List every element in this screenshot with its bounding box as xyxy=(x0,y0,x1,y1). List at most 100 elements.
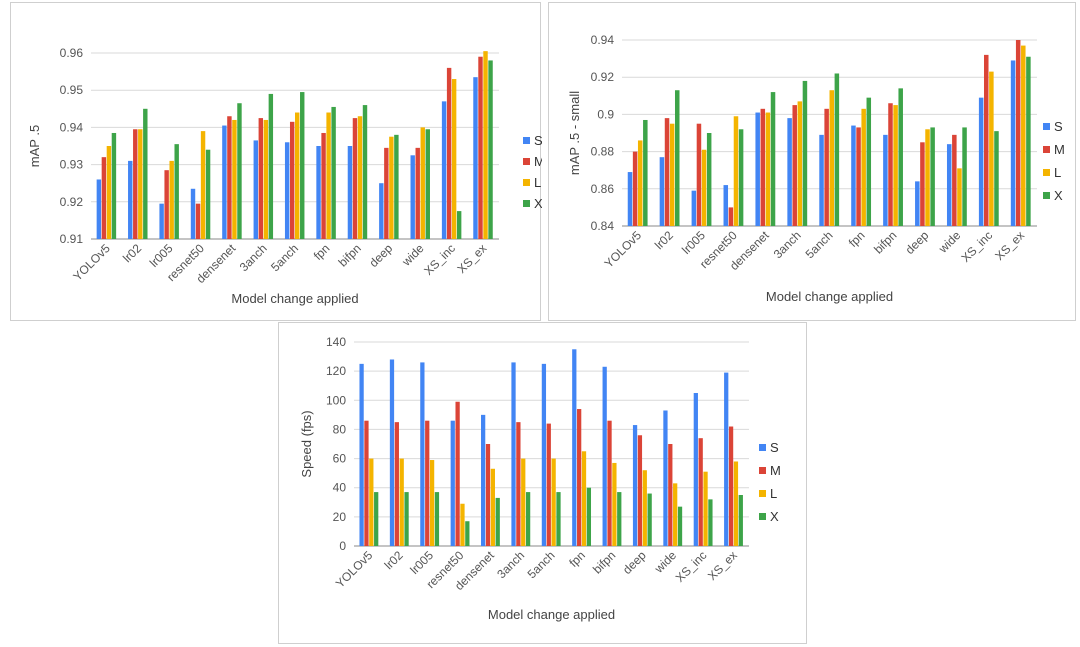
bar-x-lr02 xyxy=(143,108,148,239)
bar-s-deep xyxy=(915,181,920,226)
bar-l-xs_inc xyxy=(451,79,457,239)
bar-x-resnet50 xyxy=(465,521,470,546)
x-tick-label: YOLOv5 xyxy=(70,241,113,284)
bar-m-lr005 xyxy=(425,420,430,546)
x-tick-label: fpn xyxy=(311,241,333,263)
bar-x-5anch xyxy=(556,492,561,546)
legend-swatch-l xyxy=(523,179,530,186)
bar-l-deep xyxy=(389,136,394,239)
bar-x-deep xyxy=(930,127,935,226)
bar-x-fpn xyxy=(586,487,592,546)
y-tick-label: 0.84 xyxy=(591,219,615,233)
bar-l-densenet xyxy=(232,119,237,239)
bar-l-wide xyxy=(673,483,678,546)
bar-x-yolov5 xyxy=(374,492,379,546)
bar-s-resnet50 xyxy=(190,188,196,239)
bar-m-yolov5 xyxy=(632,151,638,226)
bar-s-densenet xyxy=(222,125,227,239)
legend-label-l: L xyxy=(770,486,777,501)
bar-m-lr02 xyxy=(664,118,670,226)
bar-s-resnet50 xyxy=(450,420,455,546)
bar-l-fpn xyxy=(861,108,866,226)
legend-label-m: M xyxy=(534,154,542,169)
bar-x-3anch xyxy=(525,492,531,546)
bar-s-xs_ex xyxy=(724,372,729,546)
bar-l-3anch xyxy=(521,458,526,546)
bar-s-densenet xyxy=(481,414,486,546)
y-tick-label: 0.94 xyxy=(60,120,84,134)
bar-s-3anch xyxy=(787,118,792,226)
bar-x-resnet50 xyxy=(205,149,211,239)
bar-l-densenet xyxy=(490,468,495,546)
x-axis-title: Model change applied xyxy=(231,291,358,306)
bar-x-lr005 xyxy=(174,144,179,239)
bar-m-xs_inc xyxy=(446,67,452,239)
bar-m-deep xyxy=(637,435,643,546)
legend-swatch-m xyxy=(759,467,766,474)
chart-panel-speed: 0 20 40 60 80 100 120 140 YOLOv5 lr02 lr005 resnet5… xyxy=(278,322,807,644)
y-tick-label: 0.92 xyxy=(60,195,84,209)
x-tick-label: lr02 xyxy=(120,241,144,265)
bar-s-xs_inc xyxy=(978,97,984,226)
bar-s-wide xyxy=(410,155,415,239)
legend-swatch-s xyxy=(523,137,530,144)
bar-s-deep xyxy=(379,183,384,239)
bar-m-xs_ex xyxy=(1015,40,1021,226)
bar-l-xs_ex xyxy=(733,461,739,546)
bar-s-5anch xyxy=(819,134,824,226)
legend-label-m: M xyxy=(1054,142,1065,157)
x-tick-label: XS_ex xyxy=(455,241,490,276)
bar-l-lr02 xyxy=(669,123,675,226)
bar-s-lr005 xyxy=(159,203,164,239)
bar-m-5anch xyxy=(824,108,829,226)
bar-s-5anch xyxy=(541,363,547,546)
bar-x-wide xyxy=(425,129,430,239)
y-tick-label: 0.91 xyxy=(60,232,84,246)
bar-m-lr005 xyxy=(164,170,169,239)
legend-swatch-m xyxy=(523,158,530,165)
bar-l-lr005 xyxy=(169,160,174,239)
y-tick-label: 60 xyxy=(333,452,347,466)
bar-m-bifpn xyxy=(607,420,612,546)
bar-x-xs_inc xyxy=(708,499,713,546)
y-tick-label: 20 xyxy=(333,510,347,524)
legend-swatch-m xyxy=(1043,146,1050,153)
legend-swatch-x xyxy=(523,200,530,207)
bar-x-densenet xyxy=(495,497,500,546)
bar-l-densenet xyxy=(765,112,771,226)
bar-l-3anch xyxy=(797,101,803,226)
legend-swatch-x xyxy=(1043,192,1050,199)
bar-l-resnet50 xyxy=(460,503,465,546)
bar-l-lr005 xyxy=(701,149,707,226)
bar-s-densenet xyxy=(755,112,760,226)
x-tick-label: bifpn xyxy=(871,228,899,256)
bar-x-deep xyxy=(647,493,652,546)
bar-l-yolov5 xyxy=(637,140,643,226)
bar-x-lr005 xyxy=(706,133,712,226)
bar-l-fpn xyxy=(326,112,331,239)
legend-label-l: L xyxy=(1054,165,1061,180)
x-tick-label: wide xyxy=(399,241,427,269)
bar-l-5anch xyxy=(829,90,835,226)
legend-swatch-x xyxy=(759,513,766,520)
bar-s-bifpn xyxy=(347,146,353,239)
bar-x-bifpn xyxy=(617,492,622,546)
bar-x-lr02 xyxy=(404,492,409,546)
chart-panel-map50-small: 0.84 0.86 0.88 0.9 0.92 0.94 YOLOv5 lr02 lr005 re… xyxy=(548,2,1076,321)
bar-l-5anch xyxy=(295,112,300,239)
bar-l-resnet50 xyxy=(733,116,739,226)
bar-l-bifpn xyxy=(893,105,898,226)
y-tick-label: 100 xyxy=(326,393,346,407)
bar-l-xs_inc xyxy=(703,471,708,546)
legend-label-s: S xyxy=(1054,119,1063,134)
y-tick-label: 140 xyxy=(326,335,346,349)
legend-swatch-l xyxy=(1043,169,1050,176)
x-tick-label: 3anch xyxy=(771,228,804,261)
x-tick-label: XS_inc xyxy=(958,228,995,265)
bar-x-xs_ex xyxy=(488,60,493,239)
bar-l-3anch xyxy=(263,119,269,239)
x-tick-label: 5anch xyxy=(525,548,558,581)
y-tick-label: 0.92 xyxy=(591,70,615,84)
